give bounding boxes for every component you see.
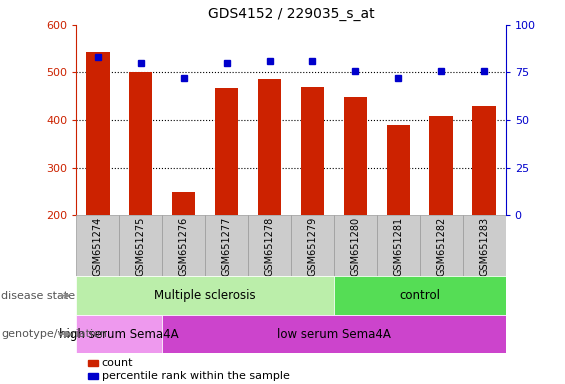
Bar [86,52,110,215]
Bar [344,97,367,215]
Text: GSM651275: GSM651275 [136,217,146,276]
Text: GSM651283: GSM651283 [479,217,489,276]
Bar [76,215,119,276]
Text: GSM651280: GSM651280 [350,217,360,276]
Bar [420,215,463,276]
Text: low serum Sema4A: low serum Sema4A [277,328,391,341]
Bar [205,215,248,276]
Bar [215,88,238,215]
Text: disease state: disease state [1,291,75,301]
Bar [162,215,205,276]
Bar [88,373,98,379]
Bar [172,192,195,215]
Bar [76,315,162,353]
Text: GSM651282: GSM651282 [436,217,446,276]
Text: GSM651281: GSM651281 [393,217,403,276]
Bar [334,215,377,276]
Bar [472,106,496,215]
Bar [88,360,98,366]
Bar [76,276,334,315]
Bar [463,215,506,276]
Text: genotype/variation: genotype/variation [1,329,107,339]
Bar [377,215,420,276]
Text: percentile rank within the sample: percentile rank within the sample [102,371,290,381]
Bar [119,215,162,276]
Bar [291,215,334,276]
Text: control: control [399,289,440,302]
Bar [386,125,410,215]
Text: GSM651274: GSM651274 [93,217,103,276]
Bar [248,215,291,276]
Bar [429,116,453,215]
Bar [301,87,324,215]
Text: GSM651278: GSM651278 [264,217,275,276]
Title: GDS4152 / 229035_s_at: GDS4152 / 229035_s_at [208,7,374,21]
Text: GSM651276: GSM651276 [179,217,189,276]
Bar [129,73,153,215]
Bar [258,79,281,215]
Text: high serum Sema4A: high serum Sema4A [59,328,179,341]
Text: GSM651279: GSM651279 [307,217,318,276]
Text: count: count [102,358,133,368]
Text: GSM651277: GSM651277 [221,217,232,276]
Bar [334,276,506,315]
Bar [162,315,506,353]
Text: Multiple sclerosis: Multiple sclerosis [154,289,256,302]
